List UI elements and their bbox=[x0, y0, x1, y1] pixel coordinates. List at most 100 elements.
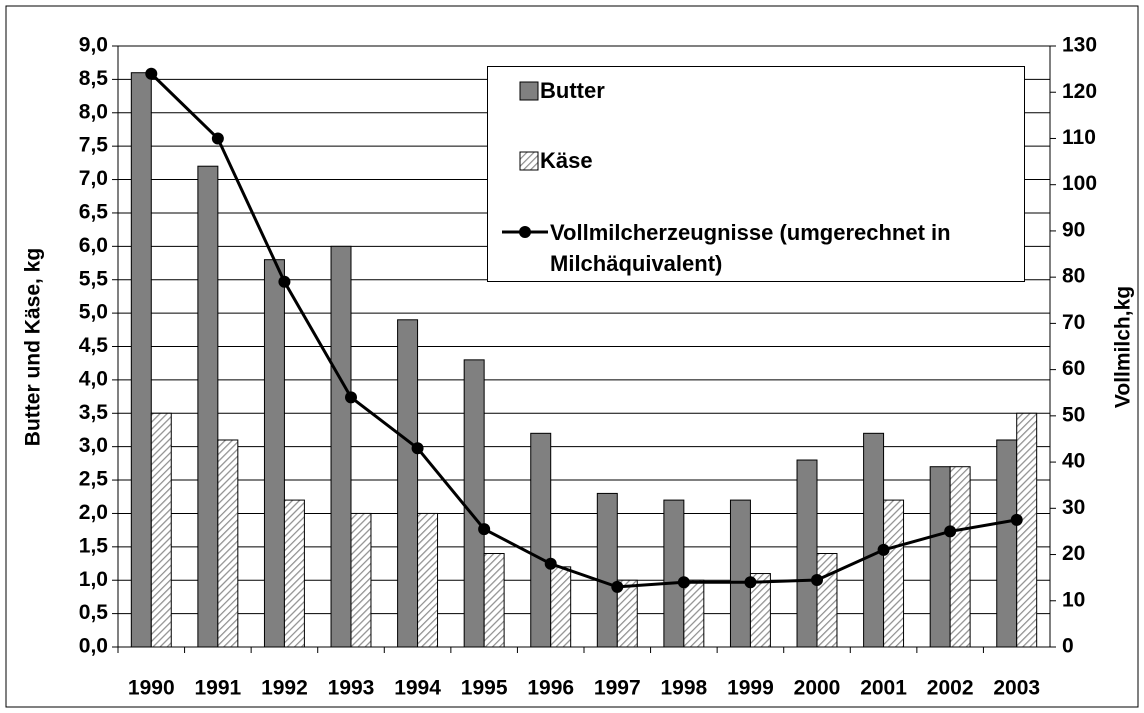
bar bbox=[929, 466, 951, 648]
point bbox=[811, 573, 823, 586]
bar bbox=[949, 466, 971, 648]
x-tick-label: 2003 bbox=[993, 677, 1040, 700]
x-tick-label: 1992 bbox=[261, 677, 308, 700]
y2-axis-title: Vollmilch,kg bbox=[1112, 286, 1135, 408]
x-tick-label: 1998 bbox=[660, 677, 707, 700]
point bbox=[544, 557, 557, 570]
bar bbox=[729, 499, 751, 648]
bar bbox=[483, 553, 505, 648]
point bbox=[877, 543, 890, 556]
y2-tick-label: 60 bbox=[1062, 357, 1085, 380]
legend-swatch bbox=[519, 151, 539, 171]
y-tick-label: 0,0 bbox=[79, 635, 108, 658]
y-tick-label: 1,0 bbox=[79, 568, 108, 591]
y2-tick-label: 30 bbox=[1062, 496, 1085, 519]
x-tick-label: 2002 bbox=[927, 677, 974, 700]
y-tick-label: 5,5 bbox=[79, 267, 109, 290]
bar bbox=[397, 319, 419, 648]
y2-tick-label: 80 bbox=[1062, 265, 1085, 288]
y2-tick-label: 70 bbox=[1062, 311, 1085, 334]
point bbox=[1010, 513, 1023, 526]
point bbox=[211, 132, 224, 145]
y-tick-label: 7,5 bbox=[79, 134, 109, 157]
bar bbox=[683, 579, 705, 648]
point bbox=[478, 523, 491, 536]
point bbox=[411, 442, 424, 455]
legend-swatch bbox=[519, 81, 539, 101]
y2-tick-label: 90 bbox=[1062, 218, 1085, 241]
point bbox=[677, 576, 690, 589]
y2-tick-label: 0 bbox=[1062, 635, 1074, 658]
bar bbox=[996, 439, 1018, 648]
point bbox=[278, 275, 291, 288]
bar bbox=[350, 512, 372, 648]
x-tick-label: 1997 bbox=[594, 677, 641, 700]
y2-tick-label: 20 bbox=[1062, 542, 1085, 565]
bar bbox=[283, 499, 305, 648]
bar bbox=[263, 259, 285, 648]
bar bbox=[1016, 412, 1038, 648]
legend-item: Butter bbox=[498, 75, 605, 106]
legend-swatch bbox=[502, 226, 548, 238]
x-tick-label: 1999 bbox=[727, 677, 774, 700]
bar bbox=[197, 165, 219, 648]
y-tick-label: 9,0 bbox=[79, 34, 108, 57]
legend-label: Vollmilcherzeugnisse (umgerechnet in Mil… bbox=[550, 220, 951, 276]
legend-item: Käse bbox=[498, 145, 593, 176]
y-tick-label: 1,5 bbox=[79, 534, 109, 557]
bar bbox=[596, 492, 618, 648]
bar bbox=[417, 512, 439, 648]
legend-item: Vollmilcherzeugnisse (umgerechnet in Mil… bbox=[498, 217, 1018, 279]
y-tick-label: 8,5 bbox=[79, 67, 109, 90]
y-tick-label: 4,5 bbox=[79, 334, 109, 357]
point bbox=[611, 580, 624, 593]
point bbox=[744, 576, 757, 589]
y-tick-label: 4,0 bbox=[79, 367, 108, 390]
bar bbox=[130, 72, 152, 648]
y2-tick-label: 130 bbox=[1062, 34, 1097, 57]
y2-tick-label: 110 bbox=[1062, 126, 1096, 149]
bar bbox=[463, 359, 485, 648]
bar bbox=[550, 566, 572, 648]
bar bbox=[796, 459, 818, 648]
bar bbox=[616, 579, 638, 648]
y-tick-label: 2,5 bbox=[79, 468, 109, 491]
y2-tick-label: 100 bbox=[1062, 172, 1097, 195]
y-tick-label: 2,0 bbox=[79, 501, 108, 524]
x-tick-label: 1990 bbox=[128, 677, 175, 700]
y2-tick-label: 50 bbox=[1062, 403, 1085, 426]
y2-tick-label: 120 bbox=[1062, 80, 1097, 103]
bar bbox=[663, 499, 685, 648]
point bbox=[944, 525, 957, 538]
y-tick-label: 8,0 bbox=[79, 100, 108, 123]
bar bbox=[749, 573, 771, 648]
bar bbox=[217, 439, 239, 648]
y-tick-label: 3,0 bbox=[79, 434, 108, 457]
bar bbox=[816, 553, 838, 648]
y-tick-label: 6,0 bbox=[79, 234, 108, 257]
y-tick-label: 7,0 bbox=[79, 167, 108, 190]
y2-tick-label: 10 bbox=[1062, 588, 1085, 611]
x-tick-label: 2000 bbox=[794, 677, 841, 700]
x-tick-label: 1993 bbox=[328, 677, 375, 700]
y-axis-title: Butter und Käse, kg bbox=[22, 248, 45, 446]
y2-tick-label: 40 bbox=[1062, 450, 1085, 473]
x-tick-label: 1996 bbox=[527, 677, 574, 700]
y-tick-label: 0,5 bbox=[79, 601, 109, 624]
y-tick-label: 3,5 bbox=[79, 401, 109, 424]
bar bbox=[863, 432, 885, 648]
x-tick-label: 1994 bbox=[394, 677, 441, 700]
legend-label: Käse bbox=[540, 148, 593, 173]
frame bbox=[5, 5, 1139, 708]
y-tick-label: 6,5 bbox=[79, 200, 109, 223]
bar bbox=[883, 499, 905, 648]
bar bbox=[150, 412, 172, 648]
point bbox=[345, 391, 357, 404]
legend: Butter Käse Vollmilcherzeugnisse (umgere… bbox=[487, 66, 1025, 282]
bar bbox=[330, 245, 352, 648]
x-tick-label: 1991 bbox=[194, 677, 241, 700]
legend-label: Butter bbox=[540, 78, 605, 103]
y-tick-label: 5,0 bbox=[79, 301, 108, 324]
point bbox=[145, 67, 158, 80]
